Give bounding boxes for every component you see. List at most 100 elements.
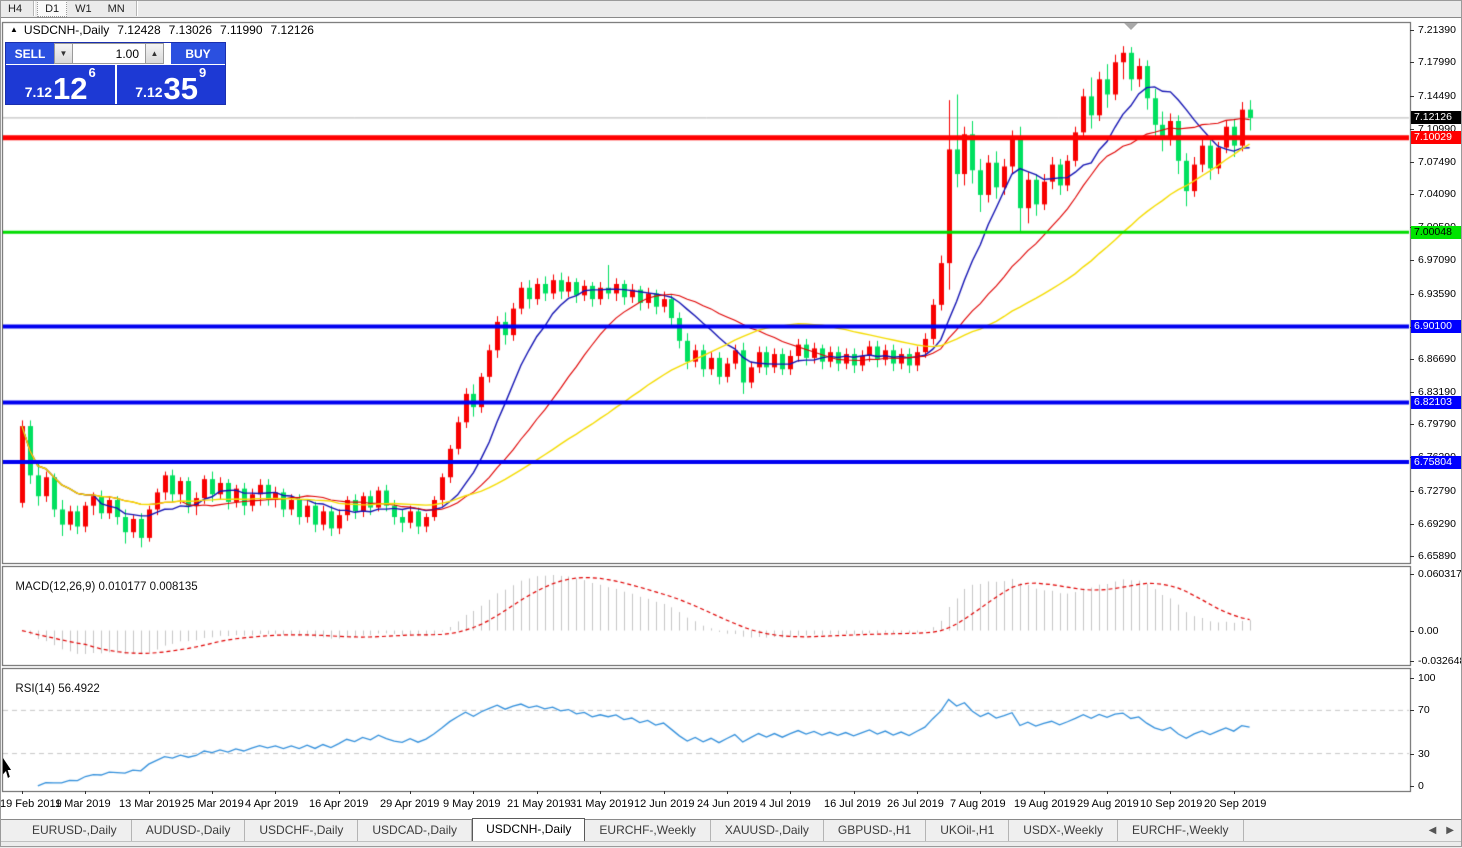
volume-increase-button[interactable]: ▲ — [145, 43, 164, 64]
toolbar-separator — [33, 1, 35, 16]
date-tick-mark — [22, 791, 23, 794]
mouse-cursor — [3, 758, 12, 778]
axis-tick-mark — [1410, 754, 1414, 755]
tab-xauusd-daily[interactable]: XAUUSD-,Daily — [711, 820, 824, 841]
price-axis-tick: 6.79790 — [1418, 418, 1456, 431]
axis-tick-mark — [1410, 96, 1414, 97]
tab-ukoil-h1[interactable]: UKOil-,H1 — [926, 820, 1010, 841]
date-tick-mark — [664, 791, 665, 794]
date-tick-mark — [339, 791, 340, 794]
date-tick-mark — [727, 791, 728, 794]
rsi-axis-tick: 70 — [1418, 704, 1430, 717]
date-axis-label: 29 Aug 2019 — [1077, 798, 1139, 810]
macd-indicator-label: MACD(12,26,9) 0.010177 0.008135 — [15, 581, 198, 593]
price-axis-tick: 6.69290 — [1418, 517, 1456, 530]
volume-decrease-button[interactable]: ▼ — [54, 43, 73, 64]
status-bar — [0, 841, 1462, 848]
date-axis-label: 29 Apr 2019 — [380, 798, 440, 810]
date-axis-label: 4 Apr 2019 — [245, 798, 299, 810]
price-axis-tick: 6.65890 — [1418, 549, 1456, 562]
rsi-axis-tick: 30 — [1418, 747, 1430, 760]
rsi-axis-tick: 0 — [1418, 779, 1424, 792]
date-tick-mark — [85, 791, 86, 794]
axis-tick-mark — [1410, 678, 1414, 679]
date-axis-label: 21 May 2019 — [507, 798, 571, 810]
axis-tick-mark — [1410, 62, 1414, 63]
tab-usdchf-daily[interactable]: USDCHF-,Daily — [245, 820, 359, 841]
price-line-badge: 6.75804 — [1411, 456, 1462, 469]
price-axis-tick: 7.21390 — [1418, 24, 1456, 37]
macd-axis-tick: 0.060317 — [1418, 568, 1462, 581]
axis-tick-mark — [1410, 424, 1414, 425]
axis-tick-mark — [1410, 524, 1414, 525]
price-axis-tick: 7.04090 — [1418, 188, 1456, 201]
buy-price-prefix: 7.12 — [135, 84, 163, 100]
timeframe-button-h4[interactable]: H4 — [8, 3, 23, 15]
buy-price-button[interactable]: 7.12 35 9 — [116, 65, 225, 106]
price-axis-tick: 6.72790 — [1418, 484, 1456, 497]
quote-high: 7.13026 — [168, 23, 213, 37]
axis-tick-mark — [1410, 574, 1414, 575]
date-tick-mark — [600, 791, 601, 794]
date-tick-mark — [473, 791, 474, 794]
axis-tick-mark — [1410, 786, 1414, 787]
date-axis-label: 19 Feb 2019 — [0, 798, 62, 810]
tab-scroll-right-icon[interactable]: ▶ — [1446, 825, 1454, 836]
date-axis-label: 4 Jul 2019 — [760, 798, 811, 810]
chart-tab-bar: EURUSD-,Daily AUDUSD-,Daily USDCHF-,Daily U… — [0, 818, 1462, 842]
date-tick-mark — [275, 791, 276, 794]
axis-tick-mark — [1410, 162, 1414, 163]
sell-button[interactable]: SELL — [6, 43, 54, 64]
quote-open: 7.12428 — [117, 23, 161, 37]
chart-title: ▲ USDCNH-,Daily 7.12428 7.13026 7.11990 … — [10, 23, 314, 37]
tab-usdcad-daily[interactable]: USDCAD-,Daily — [358, 820, 473, 841]
axis-tick-mark — [1410, 392, 1414, 393]
axis-tick-mark — [1410, 631, 1414, 632]
tab-eurchf-weekly[interactable]: EURCHF-,Weekly — [1118, 820, 1244, 841]
axis-tick-mark — [1410, 661, 1414, 662]
timeframe-button-mn[interactable]: MN — [107, 3, 125, 15]
quote-close: 7.12126 — [270, 23, 314, 37]
axis-tick-mark — [1410, 491, 1414, 492]
tab-usdcnh-daily[interactable]: USDCNH-,Daily — [472, 818, 586, 842]
price-axis-tick: 6.86690 — [1418, 352, 1456, 365]
buy-price-pips: 35 — [163, 70, 198, 106]
timeframe-toolbar: H4 D1 W1 MN — [0, 0, 1462, 18]
axis-tick-mark — [1410, 710, 1414, 711]
symbol-period-label: USDCNH-,Daily — [23, 23, 110, 37]
timeframe-button-w1[interactable]: W1 — [75, 3, 92, 15]
price-line-badge: 6.90100 — [1411, 320, 1462, 333]
tab-gbpusd-h1[interactable]: GBPUSD-,H1 — [824, 820, 927, 841]
date-tick-mark — [410, 791, 411, 794]
rsi-value: 56.4922 — [58, 683, 100, 695]
price-axis-tick: 6.93590 — [1418, 287, 1456, 300]
quote-low: 7.11990 — [220, 23, 263, 37]
tab-audusd-daily[interactable]: AUDUSD-,Daily — [132, 820, 246, 841]
volume-input[interactable] — [73, 43, 145, 64]
date-axis-label: 25 Mar 2019 — [182, 798, 244, 810]
date-axis-label: 16 Apr 2019 — [309, 798, 369, 810]
timeframe-button-d1[interactable]: D1 — [37, 0, 68, 17]
tab-eurchf-weekly[interactable]: EURCHF-,Weekly — [585, 820, 711, 841]
chart-shift-marker-icon[interactable] — [1124, 23, 1138, 30]
tab-eurusd-daily[interactable]: EURUSD-,Daily — [18, 820, 132, 841]
date-tick-mark — [790, 791, 791, 794]
sell-price-point: 6 — [88, 65, 96, 80]
axis-tick-mark — [1410, 294, 1414, 295]
axis-tick-mark — [1410, 129, 1414, 130]
tab-scroll-left-icon[interactable]: ◀ — [1428, 825, 1437, 836]
date-tick-mark — [854, 791, 855, 794]
date-axis-label: 1 Mar 2019 — [55, 798, 111, 810]
date-axis-label: 7 Aug 2019 — [950, 798, 1006, 810]
collapse-panel-icon[interactable]: ▲ — [10, 24, 18, 34]
price-line-badge: 6.82103 — [1411, 396, 1462, 409]
price-line-badge: 7.00048 — [1411, 226, 1462, 239]
tab-usdx-weekly[interactable]: USDX-,Weekly — [1009, 820, 1119, 841]
date-tick-mark — [1044, 791, 1045, 794]
date-tick-mark — [212, 791, 213, 794]
price-axis-tick: 7.07490 — [1418, 155, 1456, 168]
date-tick-mark — [1234, 791, 1235, 794]
sell-price-button[interactable]: 7.12 12 6 — [6, 65, 115, 104]
buy-button[interactable]: BUY — [171, 43, 225, 64]
